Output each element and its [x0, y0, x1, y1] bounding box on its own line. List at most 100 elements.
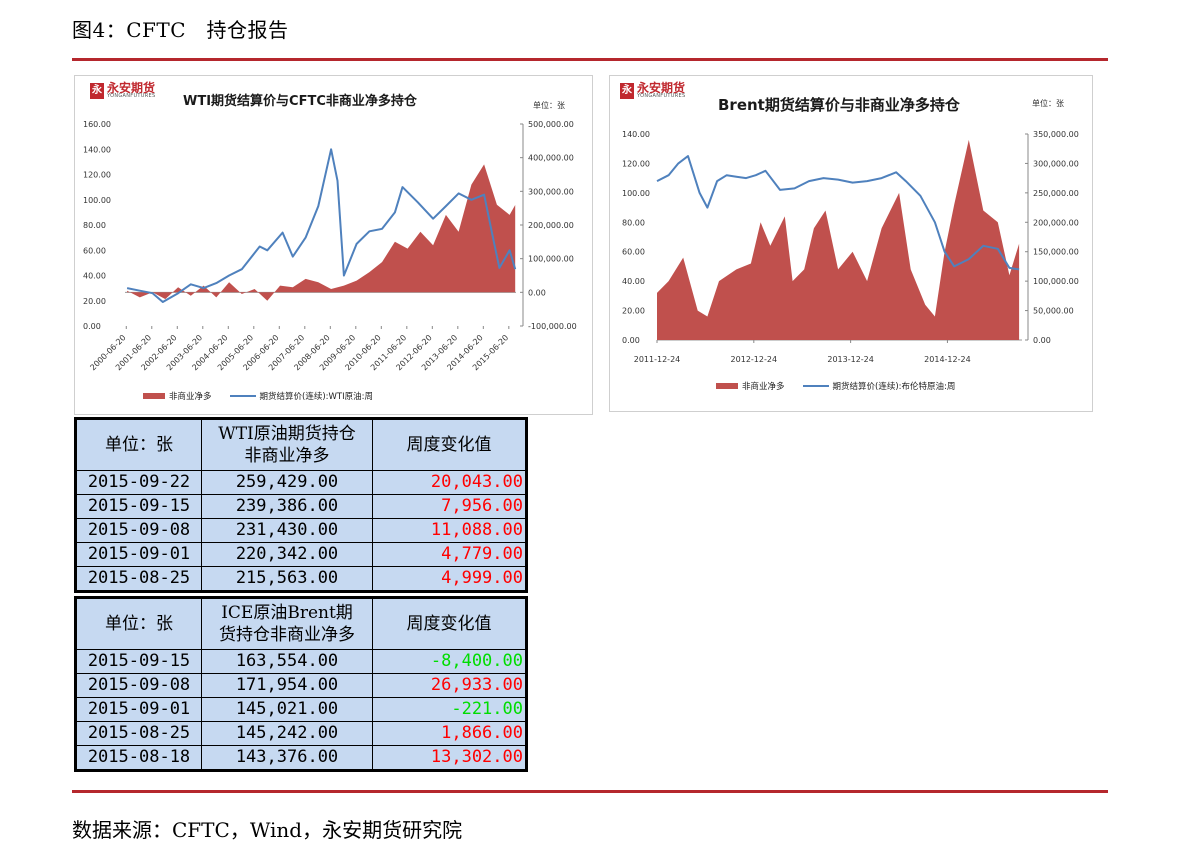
table-row: 2015-08-18 143,376.00 13,302.00: [75, 745, 527, 771]
row-value: 145,021.00: [201, 697, 373, 722]
wti-chart-plot: 0.00 20.00 40.00 60.00 80.00 100.00 120.00 140.…: [83, 120, 577, 372]
top-divider: [72, 58, 1108, 61]
row-change: 11,088.00: [372, 518, 527, 543]
header-unit: 单位：张: [75, 597, 202, 650]
logo-cn-text: 永安期货: [107, 81, 156, 95]
table-row: 2015-09-01 145,021.00 -221.00: [75, 697, 527, 722]
row-change: -221.00: [372, 697, 527, 722]
row-date: 2015-09-01: [75, 697, 202, 722]
x-tick-label: 2011-12-24: [634, 355, 681, 364]
legend-label-net-long: 非商业净多: [742, 382, 785, 392]
y-left-tick-label: 160.00: [83, 120, 111, 129]
y-right-tick-label: 150,000.00: [1033, 248, 1079, 257]
y-right-tick-label: 300,000.00: [528, 187, 574, 196]
series-net-long-area: [127, 164, 516, 301]
row-value: 171,954.00: [201, 673, 373, 698]
y-left-tick-label: 20.00: [622, 307, 645, 316]
brent-chart-plot: 0.00 20.00 40.00 60.00 80.00 100.00 120.00 140.…: [622, 130, 1079, 364]
company-logo: 永 永安期货 YONGANFUTURES: [620, 82, 685, 99]
brent-chart-panel: 永 永安期货 YONGANFUTURES Brent期货结算价与非商业净多持仓 …: [609, 75, 1093, 412]
y-right-tick-label: -100,000.00: [528, 322, 577, 331]
brent-position-table: 单位：张 ICE原油Brent期 货持仓非商业净多 周度变化值 2015-09-…: [74, 596, 528, 772]
legend-label-net-long: 非商业净多: [169, 392, 212, 402]
x-tick-label: 2012-12-24: [731, 355, 778, 364]
x-tick-label: 2014-12-24: [924, 355, 971, 364]
row-date: 2015-09-22: [75, 470, 202, 495]
y-left-tick-label: 40.00: [622, 277, 645, 286]
table-row: 2015-08-25 215,563.00 4,999.00: [75, 566, 527, 592]
row-change: 1,866.00: [372, 721, 527, 746]
table-row: 2015-09-08 231,430.00 11,088.00: [75, 518, 527, 543]
y-left-tick-label: 120.00: [622, 159, 650, 168]
row-date: 2015-09-01: [75, 542, 202, 567]
y-right-tick-label: 250,000.00: [1033, 189, 1079, 198]
company-logo: 永 永安期货 YONGANFUTURES: [90, 82, 155, 99]
series-price-line: [656, 155, 1020, 271]
table-row: 2015-09-15 239,386.00 7,956.00: [75, 494, 527, 519]
row-value: 143,376.00: [201, 745, 373, 771]
y-right-tick-label: 50,000.00: [1033, 307, 1074, 316]
logo-mark-icon: 永: [90, 82, 104, 99]
row-change: 4,779.00: [372, 542, 527, 567]
row-date: 2015-09-15: [75, 649, 202, 674]
y-left-tick-label: 60.00: [83, 246, 106, 255]
y-left-tick-label: 60.00: [622, 248, 645, 257]
row-value: 163,554.00: [201, 649, 373, 674]
header-weekly-change: 周度变化值: [372, 418, 527, 471]
header-net-long: ICE原油Brent期 货持仓非商业净多: [201, 597, 373, 650]
y-left-tick-label: 100.00: [83, 196, 111, 205]
wti-position-table: 单位：张 WTI原油期货持仓 非商业净多 周度变化值 2015-09-22 259…: [74, 417, 528, 593]
row-change: 13,302.00: [372, 745, 527, 771]
y-right-tick-label: 300,000.00: [1033, 159, 1079, 168]
y-left-tick-label: 100.00: [622, 189, 650, 198]
table-header-row: 单位：张 WTI原油期货持仓 非商业净多 周度变化值: [75, 418, 527, 471]
series-net-long-area: [657, 139, 1020, 340]
row-date: 2015-08-25: [75, 721, 202, 746]
row-change: 26,933.00: [372, 673, 527, 698]
row-value: 231,430.00: [201, 518, 373, 543]
y-left-tick-label: 120.00: [83, 171, 111, 180]
y-left-tick-label: 140.00: [622, 130, 650, 139]
y-right-tick-label: 400,000.00: [528, 154, 574, 163]
y-right-tick-label: 0.00: [528, 288, 546, 297]
y-right-tick-label: 100,000.00: [528, 255, 574, 264]
header-weekly-change: 周度变化值: [372, 597, 527, 650]
row-date: 2015-09-08: [75, 518, 202, 543]
row-value: 215,563.00: [201, 566, 373, 592]
wti-legend: 非商业净多 期货结算价(连续):WTI原油:周: [143, 390, 373, 402]
wti-chart-title: WTI期货结算价与CFTC非商业净多持仓: [183, 94, 417, 109]
brent-legend: 非商业净多 期货结算价(连续):布伦特原油:周: [716, 380, 955, 392]
brent-chart-title: Brent期货结算价与非商业净多持仓: [718, 96, 960, 114]
wti-chart-panel: 永 永安期货 YONGANFUTURES WTI期货结算价与CFTC非商业净多持…: [74, 75, 593, 415]
logo-en-text: YONGANFUTURES: [637, 93, 686, 99]
legend-label-brent-price: 期货结算价(连续):布伦特原油:周: [832, 382, 956, 392]
figure-title: 图4：CFTC 持仓报告: [72, 18, 289, 42]
legend-swatch-line: [802, 385, 829, 387]
row-value: 259,429.00: [201, 470, 373, 495]
table-row: 2015-09-08 171,954.00 26,933.00: [75, 673, 527, 698]
row-date: 2015-09-15: [75, 494, 202, 519]
y-right-tick-label: 200,000.00: [1033, 218, 1079, 227]
row-value: 239,386.00: [201, 494, 373, 519]
y-right-tick-label: 0.00: [1033, 336, 1051, 345]
row-date: 2015-08-18: [75, 745, 202, 771]
logo-cn-text: 永安期货: [637, 81, 686, 95]
table-header-row: 单位：张 ICE原油Brent期 货持仓非商业净多 周度变化值: [75, 597, 527, 650]
x-tick-label: 2013-12-24: [827, 355, 874, 364]
legend-swatch-area: [143, 393, 165, 399]
table-row: 2015-09-15 163,554.00 -8,400.00: [75, 649, 527, 674]
legend-swatch-line: [229, 395, 256, 397]
row-change: 20,043.00: [372, 470, 527, 495]
data-source: 数据来源：CFTC，Wind，永安期货研究院: [72, 818, 463, 842]
row-date: 2015-09-08: [75, 673, 202, 698]
y-right-tick-label: 200,000.00: [528, 221, 574, 230]
row-value: 220,342.00: [201, 542, 373, 567]
y-left-tick-label: 40.00: [83, 272, 106, 281]
table-row: 2015-08-25 145,242.00 1,866.00: [75, 721, 527, 746]
y-right-tick-label: 350,000.00: [1033, 130, 1079, 139]
header-net-long: WTI原油期货持仓 非商业净多: [201, 418, 373, 471]
logo-en-text: YONGANFUTURES: [107, 93, 156, 99]
row-change: -8,400.00: [372, 649, 527, 674]
logo-mark-icon: 永: [620, 82, 634, 99]
table-row: 2015-09-01 220,342.00 4,779.00: [75, 542, 527, 567]
